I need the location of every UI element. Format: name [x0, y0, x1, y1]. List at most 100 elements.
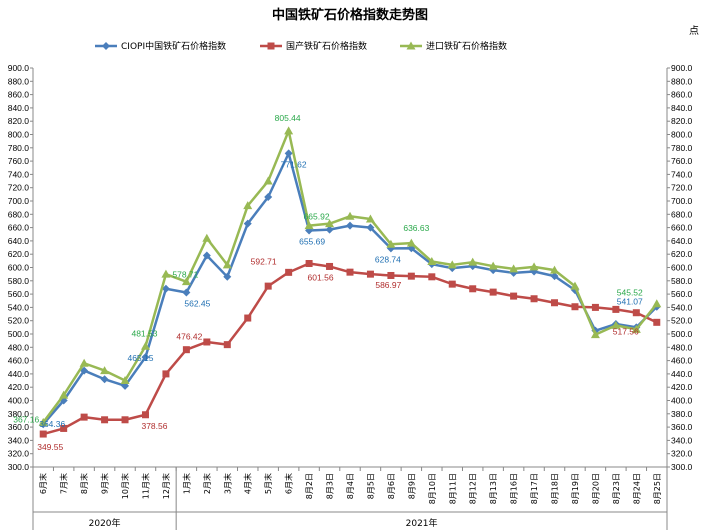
y-tick-label: 560.0 [671, 289, 693, 299]
data-point [101, 416, 109, 424]
y-tick-label: 380.0 [8, 409, 30, 419]
data-point [161, 269, 171, 278]
y-tick-label: 720.0 [8, 183, 30, 193]
y-tick-label: 360.0 [8, 422, 30, 432]
y-tick-label: 700.0 [671, 196, 693, 206]
y-tick-label: 800.0 [8, 130, 30, 140]
y-tick-label: 760.0 [671, 156, 693, 166]
data-point [223, 272, 232, 281]
data-label: 601.56 [308, 272, 334, 282]
x-tick-label: 5月末 [263, 473, 273, 494]
data-point [264, 193, 273, 202]
y-tick-label: 660.0 [8, 223, 30, 233]
data-point [428, 273, 436, 281]
y-tick-label: 600.0 [671, 263, 693, 273]
data-label: 655.69 [299, 236, 325, 246]
x-tick-label: 8月4日 [346, 473, 355, 499]
data-label: 578.71 [172, 270, 198, 280]
x-tick-label: 8月16日 [510, 473, 519, 504]
data-point [448, 280, 456, 288]
x-tick-label: 4月末 [243, 473, 253, 494]
legend-label: CIOPI中国铁矿石价格指数 [121, 40, 226, 52]
y-tick-label: 320.0 [671, 449, 693, 459]
data-label: 805.44 [275, 113, 301, 123]
y-tick-label: 580.0 [8, 276, 30, 286]
data-point [591, 303, 599, 311]
legend-marker [406, 41, 416, 50]
data-label: 481.53 [131, 328, 157, 338]
y-tick-label: 420.0 [671, 382, 693, 392]
y-tick-label: 620.0 [8, 249, 30, 259]
data-label: 517.56 [613, 326, 639, 336]
data-point [161, 284, 170, 293]
data-point [529, 262, 539, 271]
data-point [263, 176, 273, 185]
y-tick-label: 640.0 [8, 236, 30, 246]
data-point [264, 282, 272, 290]
data-label: 592.71 [251, 256, 277, 266]
series-line [42, 129, 658, 424]
data-point [652, 299, 662, 308]
y-tick-label: 880.0 [671, 76, 693, 86]
y-tick-label: 900.0 [8, 63, 30, 73]
y-tick-label: 780.0 [8, 143, 30, 153]
y-tick-label: 860.0 [8, 90, 30, 100]
data-point [631, 324, 641, 333]
data-label: 364.36 [39, 419, 65, 429]
x-tick-label: 6月末 [38, 473, 48, 494]
x-tick-label: 8月13日 [489, 473, 498, 504]
data-point [202, 233, 212, 242]
data-point [38, 417, 48, 426]
x-tick-label: 8月末 [79, 473, 89, 494]
data-label: 665.92 [304, 212, 330, 222]
data-point [488, 261, 498, 270]
x-tick-label: 10月末 [120, 473, 130, 499]
series-1 [39, 149, 661, 429]
x-tick-label: 8月9日 [407, 473, 416, 499]
y-tick-label: 480.0 [8, 342, 30, 352]
data-point [365, 214, 375, 223]
y-tick-label: 400.0 [671, 396, 693, 406]
data-point [304, 221, 314, 230]
data-point [59, 390, 69, 399]
y-tick-label: 580.0 [671, 276, 693, 286]
y-tick-label: 460.0 [671, 356, 693, 366]
y-tick-label: 320.0 [8, 449, 30, 459]
data-point [182, 346, 190, 354]
data-label: 636.63 [403, 223, 429, 233]
data-point [346, 268, 354, 276]
data-point [366, 270, 374, 278]
x-tick-label: 7月末 [59, 473, 69, 494]
data-point [39, 430, 47, 438]
year-label: 2021年 [406, 517, 438, 529]
data-point [469, 285, 477, 293]
data-point [244, 314, 252, 322]
data-point [612, 305, 620, 313]
x-tick-label: 8月25日 [653, 473, 662, 504]
x-tick-label: 8月5日 [366, 473, 375, 499]
data-point [243, 201, 253, 210]
y-tick-label: 460.0 [8, 356, 30, 366]
x-tick-label: 8月2日 [305, 473, 314, 499]
x-tick-label: 8月20日 [591, 473, 600, 504]
y-tick-label: 860.0 [671, 90, 693, 100]
y-tick-label: 520.0 [8, 316, 30, 326]
data-point [141, 353, 150, 362]
data-point [120, 376, 130, 385]
data-point [325, 225, 334, 234]
y-tick-label: 700.0 [8, 196, 30, 206]
data-point [510, 292, 518, 300]
chart-title: 中国铁矿石价格指数走势图 [272, 7, 428, 23]
data-point [203, 338, 211, 346]
y-tick-label: 840.0 [8, 103, 30, 113]
y-tick-label: 420.0 [8, 382, 30, 392]
data-point [550, 265, 560, 274]
data-point [406, 238, 416, 247]
data-point [386, 239, 396, 248]
data-point [140, 341, 150, 350]
data-label: 465.15 [127, 353, 153, 363]
y-tick-label: 540.0 [671, 302, 693, 312]
data-point [387, 271, 395, 279]
y-tick-label: 440.0 [8, 369, 30, 379]
y-tick-label: 840.0 [671, 103, 693, 113]
